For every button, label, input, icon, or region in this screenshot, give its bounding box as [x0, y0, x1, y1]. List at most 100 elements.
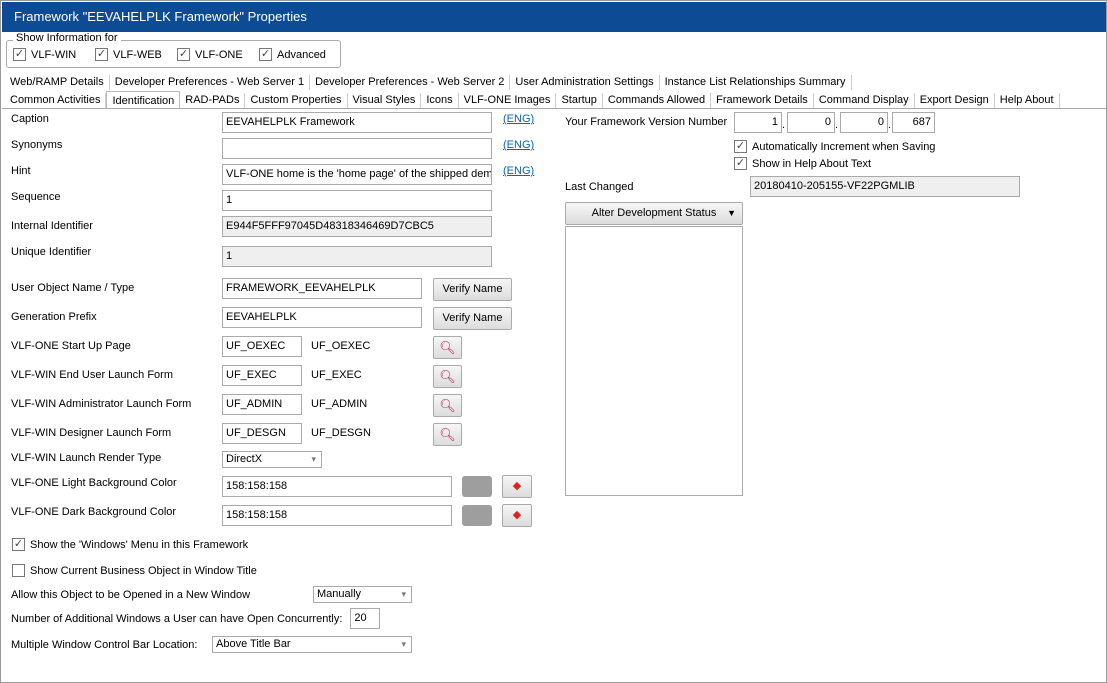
light-bg-input[interactable]: 158:158:158	[222, 476, 452, 497]
checkbox-vlf-win[interactable]: ✓ VLF-WIN	[13, 48, 76, 61]
checkbox-vlf-web[interactable]: ✓ VLF-WEB	[95, 48, 162, 61]
checkbox-label: VLF-WEB	[113, 48, 162, 61]
tab-help-about[interactable]: Help About	[995, 93, 1060, 108]
tab-visual-styles[interactable]: Visual Styles	[348, 93, 422, 108]
tab-command-display[interactable]: Command Display	[814, 93, 915, 108]
light-bg-picker-button[interactable]: ◆	[502, 475, 532, 498]
status-list[interactable]	[565, 226, 743, 496]
form-resolved: UF_OEXEC	[311, 340, 371, 352]
new-window-select[interactable]: Manually	[313, 586, 412, 603]
window-title: Framework "EEVAHELPLK Framework" Propert…	[2, 2, 1106, 32]
tab-export-design[interactable]: Export Design	[915, 93, 995, 108]
checkbox-label: Show Current Business Object in Window T…	[30, 564, 257, 577]
check-icon: ✓	[734, 140, 747, 153]
last-changed-label: Last Changed	[565, 181, 634, 193]
caption-lang-link[interactable]: (ENG)	[503, 113, 535, 125]
tab-developer-preferences-web-server-2[interactable]: Developer Preferences - Web Server 2	[310, 75, 511, 90]
version-major[interactable]: 1	[734, 112, 782, 133]
form-input[interactable]: UF_DESGN	[222, 423, 302, 444]
tab-identification[interactable]: Identification	[106, 91, 181, 109]
form-resolved: UF_EXEC	[311, 369, 362, 381]
tab-web-ramp-details[interactable]: Web/RAMP Details	[5, 75, 110, 90]
tab-row-1: Web/RAMP Details Developer Preferences - …	[5, 75, 852, 90]
form-resolved: UF_ADMIN	[311, 398, 368, 410]
tab-common-activities[interactable]: Common Activities	[5, 93, 107, 108]
version-separator: .	[888, 119, 892, 131]
form-label: VLF-WIN Designer Launch Form	[11, 427, 172, 439]
sequence-input[interactable]: 1	[222, 190, 492, 211]
synonyms-input[interactable]	[222, 138, 492, 159]
verify-prefix-button[interactable]: Verify Name	[433, 307, 512, 330]
show-information-group	[6, 40, 341, 68]
version-build[interactable]: 687	[892, 112, 935, 133]
light-bg-swatch	[462, 476, 492, 497]
tab-vlf-one-images[interactable]: VLF-ONE Images	[459, 93, 557, 108]
magnifier-icon: 🔍︎	[439, 340, 456, 355]
tab-developer-preferences-web-server-1[interactable]: Developer Preferences - Web Server 1	[110, 75, 311, 90]
checkbox-label: VLF-WIN	[31, 48, 77, 61]
button-label: Alter Development Status	[591, 207, 717, 219]
tab-custom-properties[interactable]: Custom Properties	[245, 93, 348, 108]
tab-commands-allowed[interactable]: Commands Allowed	[603, 93, 712, 108]
magnifier-icon: 🔍︎	[439, 427, 456, 442]
form-label: VLF-WIN Administrator Launch Form	[11, 398, 192, 410]
form-search-button[interactable]: 🔍︎	[433, 365, 462, 388]
caption-input[interactable]: EEVAHELPLK Framework	[222, 112, 492, 133]
windows-menu-checkbox[interactable]: ✓ Show the 'Windows' Menu in this Framewo…	[12, 538, 248, 551]
dark-bg-input[interactable]: 158:158:158	[222, 505, 452, 526]
check-icon: ✓	[13, 48, 26, 61]
tab-row-2: Common Activities Identification RAD-PADs C…	[5, 91, 1060, 109]
show-bo-checkbox[interactable]: Show Current Business Object in Window T…	[12, 564, 257, 577]
control-bar-row: Multiple Window Control Bar Location: Ab…	[11, 636, 412, 653]
hint-lang-link[interactable]: (ENG)	[503, 165, 535, 177]
control-bar-select[interactable]: Above Title Bar	[212, 636, 412, 653]
last-changed-field: 20180410-205155-VF22PGMLIB	[750, 176, 1020, 197]
internal-id-field: E944F5FFF97045D48318346469D7CBC5	[222, 216, 492, 237]
dark-bg-label: VLF-ONE Dark Background Color	[11, 506, 177, 518]
magnifier-icon: 🔍︎	[439, 369, 456, 384]
gen-prefix-label: Generation Prefix	[11, 311, 97, 323]
checkbox-label: Advanced	[277, 48, 326, 61]
gen-prefix-input[interactable]: EEVAHELPLK	[222, 307, 422, 328]
dark-bg-picker-button[interactable]: ◆	[502, 504, 532, 527]
hint-label: Hint	[11, 165, 31, 177]
form-search-button[interactable]: 🔍︎	[433, 336, 462, 359]
form-input[interactable]: UF_ADMIN	[222, 394, 302, 415]
form-input[interactable]: UF_EXEC	[222, 365, 302, 386]
auto-increment-checkbox[interactable]: ✓ Automatically Increment when Saving	[734, 140, 935, 153]
tab-rad-pads[interactable]: RAD-PADs	[180, 93, 246, 108]
synonyms-lang-link[interactable]: (ENG)	[503, 139, 535, 151]
additional-windows-input[interactable]: 20	[350, 608, 381, 629]
version-patch[interactable]: 0	[840, 112, 888, 133]
verify-name-button[interactable]: Verify Name	[433, 278, 512, 301]
checkbox-label: Automatically Increment when Saving	[752, 140, 936, 153]
tab-startup[interactable]: Startup	[556, 93, 603, 108]
tab-instance-list-relationships-summary[interactable]: Instance List Relationships Summary	[660, 75, 852, 90]
help-about-checkbox[interactable]: ✓ Show in Help About Text	[734, 157, 871, 170]
check-icon: ✓	[177, 48, 190, 61]
form-search-button[interactable]: 🔍︎	[433, 394, 462, 417]
checkbox-vlf-one[interactable]: ✓ VLF-ONE	[177, 48, 243, 61]
additional-windows-row: Number of Additional Windows a User can …	[11, 608, 381, 629]
check-icon: ✓	[95, 48, 108, 61]
divider	[2, 108, 1106, 109]
unique-id-field: 1	[222, 246, 492, 267]
render-type-select[interactable]: DirectX	[222, 451, 322, 468]
user-object-input[interactable]: FRAMEWORK_EEVAHELPLK	[222, 278, 422, 299]
light-bg-label: VLF-ONE Light Background Color	[11, 477, 177, 489]
magnifier-icon: 🔍︎	[439, 398, 456, 413]
hint-input[interactable]: VLF-ONE home is the 'home page' of the s…	[222, 164, 492, 185]
checkbox-advanced[interactable]: ✓ Advanced	[259, 48, 326, 61]
form-label: VLF-ONE Start Up Page	[11, 340, 131, 352]
alter-status-button[interactable]: Alter Development Status ▼	[565, 202, 743, 225]
version-minor[interactable]: 0	[787, 112, 835, 133]
form-resolved: UF_DESGN	[311, 427, 371, 439]
version-separator: .	[782, 119, 786, 131]
tab-icons[interactable]: Icons	[421, 93, 459, 108]
form-input[interactable]: UF_OEXEC	[222, 336, 302, 357]
form-search-button[interactable]: 🔍︎	[433, 423, 462, 446]
check-icon: ✓	[734, 157, 747, 170]
tab-framework-details[interactable]: Framework Details	[711, 93, 814, 108]
tab-user-administration-settings[interactable]: User Administration Settings	[510, 75, 660, 90]
